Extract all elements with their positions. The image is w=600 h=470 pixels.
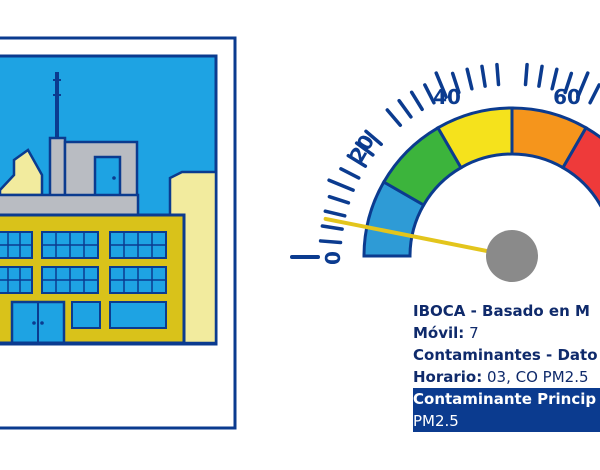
tick-label-40: 40: [433, 85, 461, 109]
gauge-band: [560, 125, 600, 208]
gauge-hub: [486, 230, 538, 282]
movil-value: 7: [469, 324, 479, 342]
horario-row: Horario: 03, CO PM2.5: [413, 366, 600, 388]
rooftop-door: [93, 155, 122, 199]
gauge-tick: [364, 129, 383, 147]
gauge-tick: [397, 98, 413, 119]
roof-slab: [0, 193, 140, 217]
gauge-tick: [537, 64, 544, 88]
window-grid: [0, 231, 167, 329]
tick-label-60: 60: [553, 85, 581, 109]
facade-outline: [0, 213, 186, 345]
entrance-knob-left: [32, 321, 36, 325]
movil-row: Móvil: 7: [413, 322, 600, 344]
entrance-knob-right: [40, 321, 44, 325]
gauge-tick: [588, 83, 600, 105]
gauge-tick: [320, 224, 344, 231]
window: [41, 266, 99, 294]
tick-label-20: 20: [345, 130, 380, 166]
gauge-tick: [495, 62, 501, 87]
gauge-tick: [385, 108, 403, 127]
gauge-tick: [576, 71, 590, 99]
principal-label-row: Contaminante Princip: [413, 388, 600, 410]
gauge-tick: [327, 194, 351, 205]
gauge-tick: [339, 167, 361, 180]
gauge-tick: [480, 64, 487, 88]
gauge-tick: [465, 67, 474, 91]
info-panel: IBOCA - Basado en M Móvil: 7 Contaminant…: [413, 300, 600, 432]
tick-label-0: 0: [321, 251, 345, 265]
gauge-tick: [550, 67, 559, 91]
contaminantes-label: Contaminantes - Dato: [413, 346, 598, 364]
horario-value: 03, CO PM2.5: [487, 368, 589, 386]
window: [109, 266, 167, 294]
window: [109, 231, 167, 259]
gauge-bands: [362, 106, 600, 258]
info-title-row: IBOCA - Basado en M: [413, 300, 600, 322]
gauge-tick: [346, 153, 368, 168]
gauge-tick: [318, 239, 343, 245]
principal-value-row: PM2.5: [413, 410, 600, 432]
antenna-base: [48, 136, 67, 200]
gauge-tick: [434, 71, 448, 99]
gauge-tick: [450, 71, 461, 95]
gauge-ticks: [290, 62, 600, 259]
gauge-tick: [563, 71, 574, 95]
gauge-tick: [409, 90, 424, 112]
gauge-tick: [327, 178, 355, 192]
building-illustration: [0, 36, 237, 430]
window: [41, 231, 99, 259]
gauge-tick: [423, 83, 436, 105]
movil-label: Móvil:: [413, 324, 465, 342]
door-knob: [112, 176, 116, 180]
gauge-tick: [354, 141, 375, 157]
window: [71, 301, 101, 329]
info-title: IBOCA - Basado en M: [413, 302, 590, 320]
window: [0, 266, 33, 294]
principal-value: PM2.5: [413, 412, 459, 430]
horario-label: Horario:: [413, 368, 483, 386]
principal-label: Contaminante Princip: [413, 390, 597, 408]
contaminantes-row: Contaminantes - Dato: [413, 344, 600, 366]
gauge-needle: [323, 216, 514, 258]
gauge-tick: [523, 62, 529, 87]
window: [109, 301, 167, 329]
air-quality-gauge: 0 20 40 60: [290, 62, 600, 282]
window: [0, 231, 33, 259]
gauge-tick: [323, 209, 347, 218]
